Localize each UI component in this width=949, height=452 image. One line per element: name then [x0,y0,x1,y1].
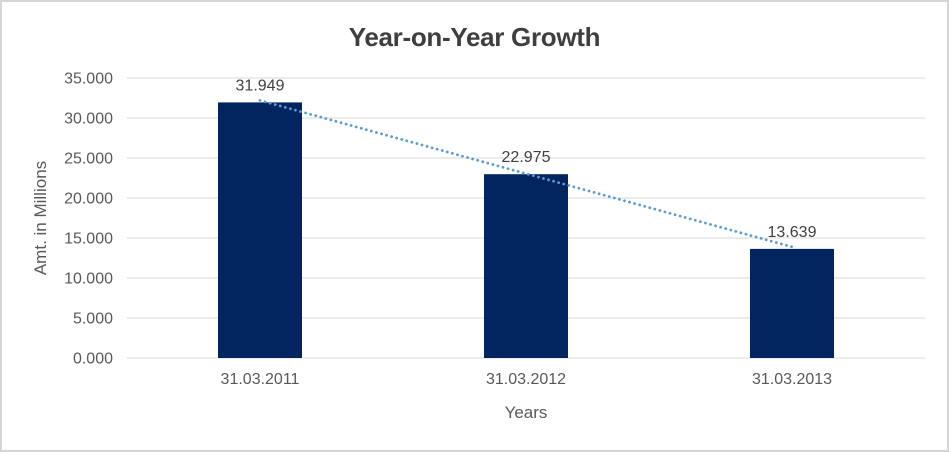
data-label: 31.949 [236,77,285,94]
data-label: 22.975 [502,149,551,166]
bar-31.03.2011[interactable] [218,102,302,359]
y-tick-label: 5.000 [73,311,113,328]
y-tick-label: 30.000 [64,111,113,128]
x-category-label: 31.03.2012 [486,371,566,388]
data-label: 13.639 [768,224,817,241]
bar-31.03.2013[interactable] [750,248,834,358]
y-tick-label: 35.000 [64,71,113,88]
bar-31.03.2012[interactable] [484,174,568,358]
x-axis-title: Years [504,403,548,422]
y-tick-label: 15.000 [64,231,113,248]
y-tick-label: 20.000 [64,191,113,208]
chart-title: Year-on-Year Growth [348,22,601,52]
y-tick-label: 10.000 [64,271,113,288]
x-category-label: 31.03.2011 [221,371,300,388]
y-tick-label: 25.000 [64,151,113,168]
x-category-label: 31.03.2013 [752,371,832,388]
y-tick-label: 0.000 [73,351,113,368]
